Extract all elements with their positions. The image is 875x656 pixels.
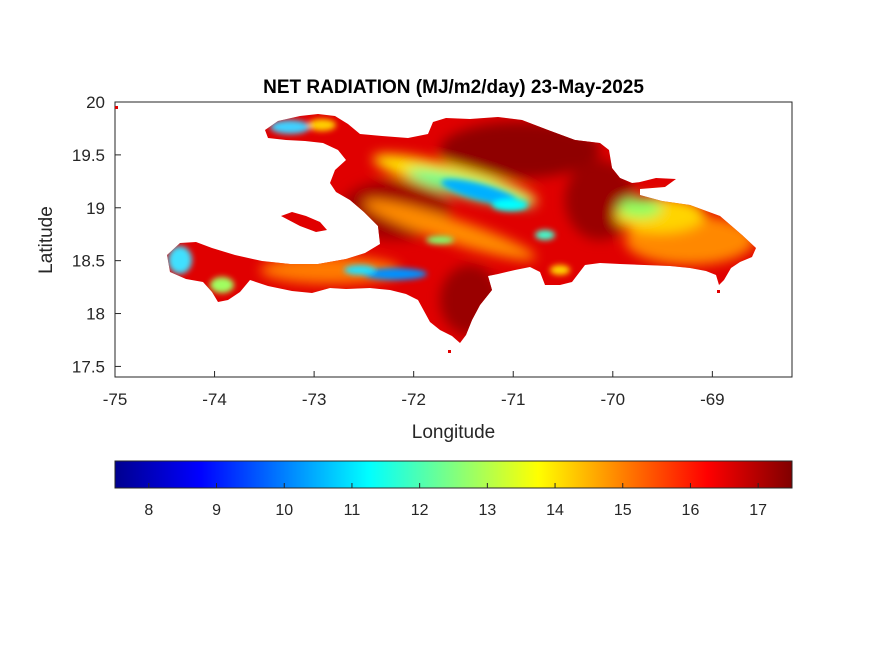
colorbar-ticks: 8 9 10 11 12 13 14 15 16 17 (144, 483, 767, 519)
colorbar-tick-label: 12 (411, 502, 429, 519)
colorbar-tick-label: 8 (144, 502, 153, 519)
y-tick-label: 17.5 (72, 357, 105, 376)
northern-blue-band (441, 179, 519, 205)
y-tick-label: 20 (86, 93, 105, 112)
x-tick-label: -71 (501, 390, 526, 409)
east-green-region (618, 198, 662, 218)
southwest-blue-band (363, 268, 427, 280)
outlier-pixel-south (448, 350, 451, 353)
western-tip-cyan (168, 246, 192, 274)
orange-band-central (364, 199, 536, 261)
x-tick-label: -70 (601, 390, 626, 409)
y-tick-label: 19 (86, 199, 105, 218)
central-cyan-spots (535, 230, 555, 240)
colorbar-tick-label: 10 (275, 502, 293, 519)
x-tick-label: -73 (302, 390, 327, 409)
northwest-peninsula-yellow (308, 119, 336, 131)
western-tip-green (210, 277, 234, 293)
outlier-pixel-east (717, 290, 720, 293)
y-axis-label: Latitude (36, 206, 57, 274)
colorbar-tick-label: 11 (344, 502, 361, 519)
southwest-cyan-band (344, 265, 376, 275)
x-tick-label: -75 (103, 390, 128, 409)
colorbar-tick-label: 15 (614, 502, 632, 519)
colorbar (114, 460, 793, 489)
x-axis-label: Longitude (412, 422, 495, 443)
colorbar-tick-label: 16 (682, 502, 700, 519)
y-tick-label: 18 (86, 305, 105, 324)
colorbar-tick-label: 13 (478, 502, 496, 519)
x-tick-label: -74 (202, 390, 227, 409)
colorbar-tick-label: 9 (212, 502, 221, 519)
map-title: NET RADIATION (MJ/m2/day) 23-May-2025 (263, 77, 644, 98)
y-tick-label: 19.5 (72, 146, 105, 165)
dark-red-north-patch (440, 122, 600, 178)
central-green-spots (426, 236, 454, 244)
southeast-yellow-spot (550, 265, 570, 275)
x-tick-label: -69 (700, 390, 725, 409)
y-tick-label: 18.5 (72, 252, 105, 271)
outlier-pixel-nw (115, 106, 118, 109)
northwest-peninsula-cyan (270, 120, 310, 134)
colorbar-tick-label: 17 (749, 502, 767, 519)
x-tick-label: -72 (401, 390, 426, 409)
axis-ticks: -75 -74 -73 -72 -71 -70 -69 17.5 18 18.5 19 19.5 20 (72, 93, 725, 409)
northern-cyan-band (492, 199, 528, 211)
colorbar-tick-label: 14 (546, 502, 564, 519)
